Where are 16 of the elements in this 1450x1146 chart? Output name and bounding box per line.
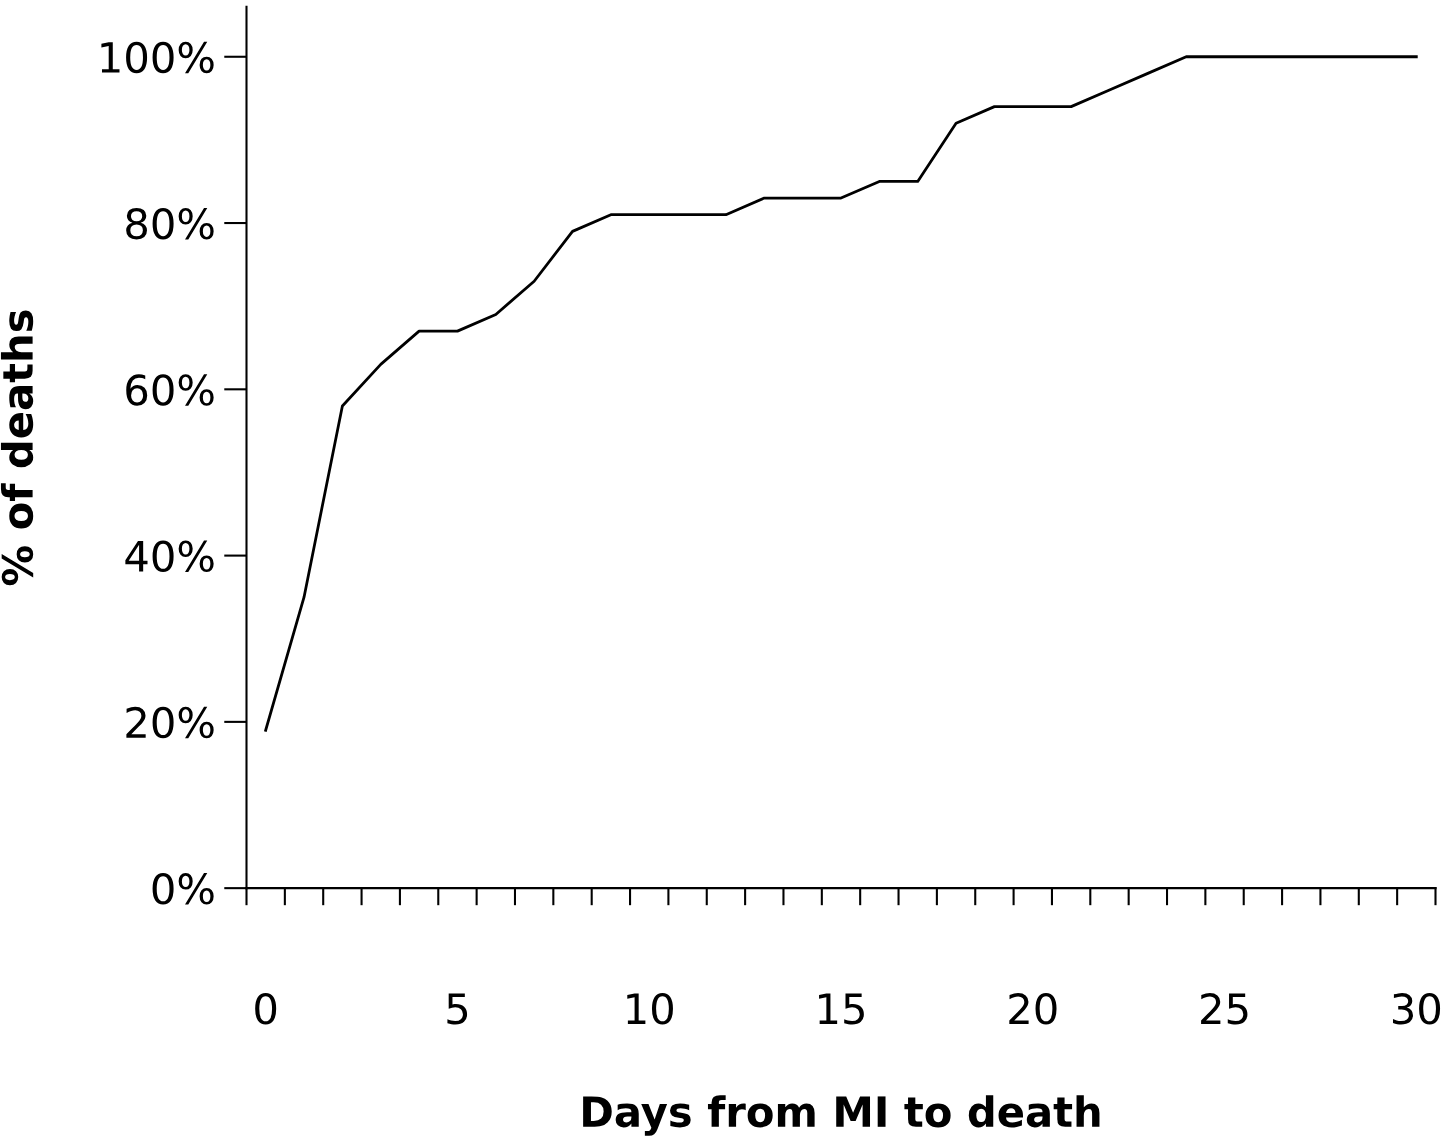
x-tick-label: 0 (255, 993, 277, 1025)
y-tick-label: 80% (126, 207, 214, 240)
y-tick-label: 0% (152, 873, 214, 905)
y-axis-title: % of deaths (0, 310, 34, 586)
y-tick-label: 20% (126, 706, 214, 739)
y-tick-label: 60% (126, 374, 214, 406)
x-tick-label: 10 (627, 993, 673, 1025)
y-tick-label: 100% (101, 41, 214, 74)
x-tick-label: 25 (1201, 993, 1248, 1025)
line-series (264, 55, 1418, 732)
x-axis-title: Days from MI to death (583, 1095, 1100, 1136)
x-tick-label: 30 (1392, 993, 1441, 1025)
x-tick-label: 15 (819, 993, 864, 1025)
x-tick-label: 5 (447, 993, 468, 1025)
x-tick-label: 20 (1009, 993, 1057, 1025)
y-tick-label: 40% (125, 540, 214, 573)
